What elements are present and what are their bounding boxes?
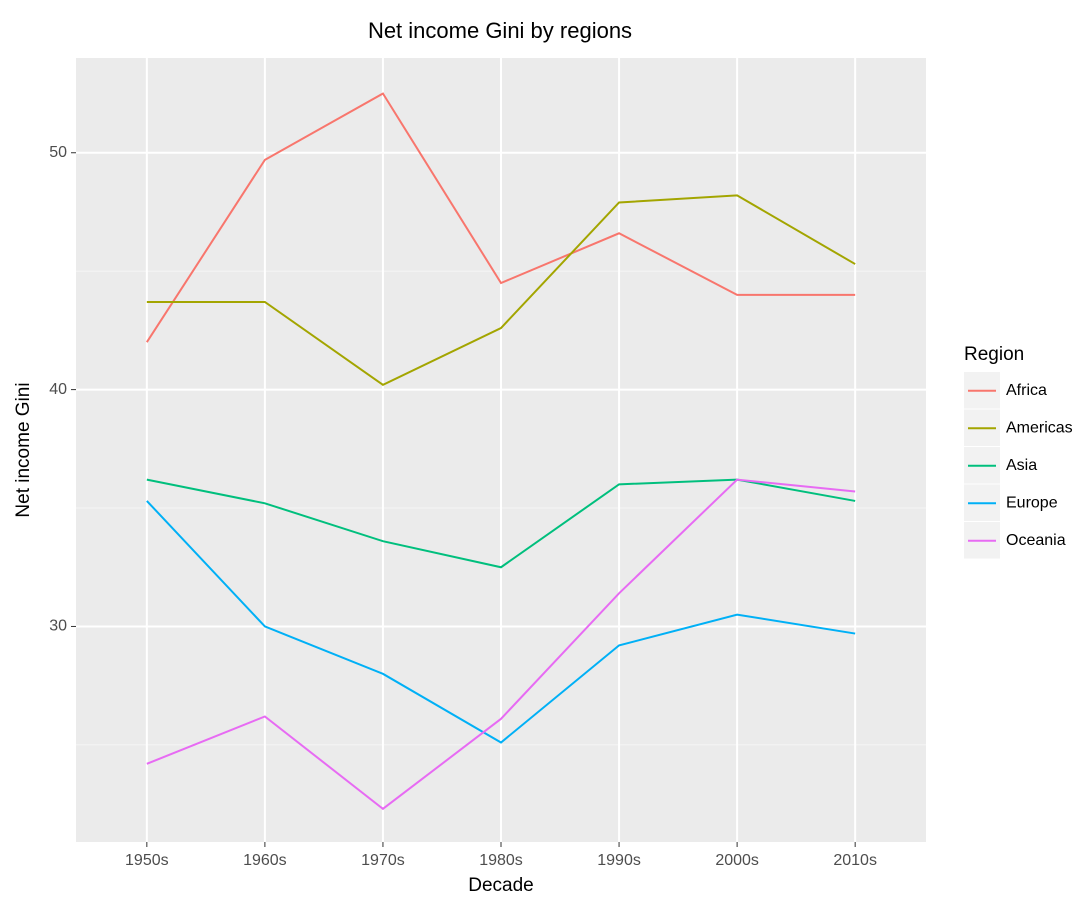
legend-label: Oceania (1006, 532, 1066, 549)
x-tick-label: 2010s (833, 852, 877, 869)
x-tick-label: 1990s (597, 852, 641, 869)
y-tick-label: 40 (49, 381, 67, 398)
x-tick-label: 1960s (243, 852, 287, 869)
y-axis-label: Net income Gini (13, 382, 34, 517)
legend-label: Europe (1006, 494, 1058, 511)
x-tick-label: 2000s (715, 852, 759, 869)
series-line (145, 92, 856, 343)
series-line (146, 500, 856, 744)
legend-title: Region (964, 344, 1024, 365)
x-tick-label: 1950s (125, 852, 169, 869)
series-line (146, 194, 856, 387)
x-tick-label: 1980s (479, 852, 523, 869)
legend-label: Americas (1006, 419, 1073, 436)
series-line (146, 478, 856, 811)
x-tick-label: 1970s (361, 852, 405, 869)
legend-label: Africa (1006, 382, 1047, 399)
chart-title: Net income Gini by regions (368, 18, 632, 43)
legend-label: Asia (1006, 457, 1037, 474)
y-tick-label: 50 (49, 144, 67, 161)
x-axis-label: Decade (468, 875, 534, 896)
y-tick-label: 30 (49, 618, 67, 635)
